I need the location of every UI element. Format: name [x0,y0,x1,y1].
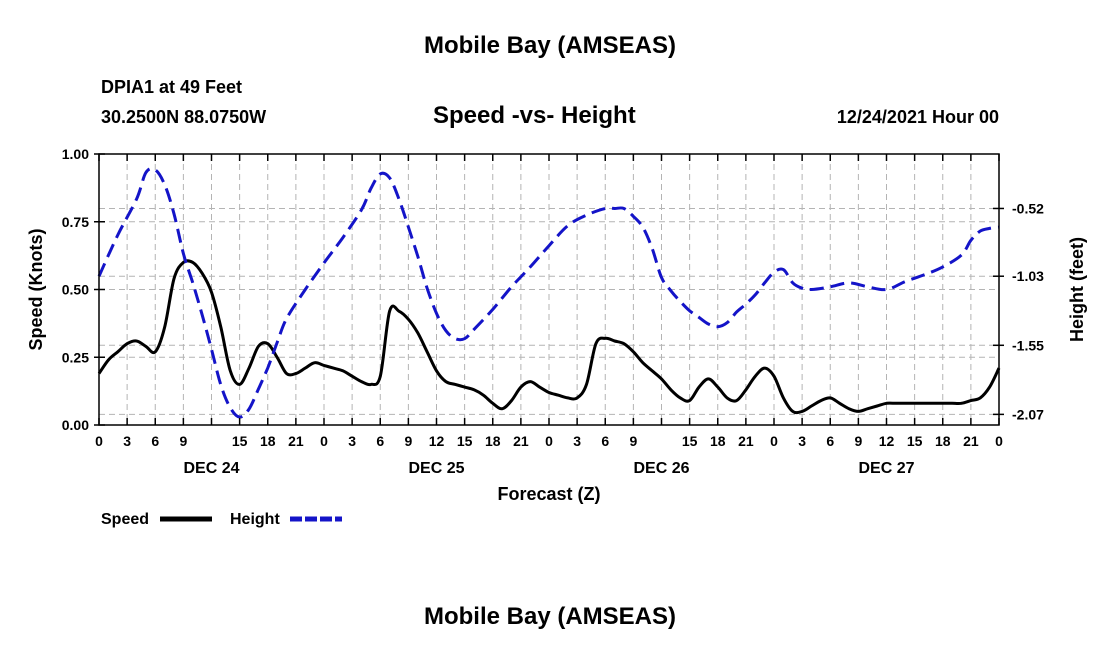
x-tick-label: 15 [907,433,923,449]
top-title: Mobile Bay (AMSEAS) [423,32,677,59]
legend: Speed Height [101,511,342,528]
day-label: DEC 25 [408,460,464,477]
x-tick-label: 0 [770,433,778,449]
x-tick-label: 3 [123,433,131,449]
legend-label-speed: Speed [101,511,149,528]
speed-series-line [97,259,1001,415]
y-tick-label: 0.00 [62,417,89,433]
x-tick-label: 18 [260,433,276,449]
x-tick-label: 21 [963,433,979,449]
chart-title: Speed -vs- Height [433,102,636,129]
day-label: DEC 26 [633,460,689,477]
x-tick-label: 9 [404,433,412,449]
bottom-title: Mobile Bay (AMSEAS) [423,603,677,630]
x-tick-label: 9 [179,433,187,449]
x-tick-label: 21 [513,433,529,449]
x-tick-label: 21 [738,433,754,449]
y-tick-label: 0.50 [62,282,89,298]
coords-label: 30.2500N 88.0750W [101,107,267,127]
x-tick-label: 12 [879,433,895,449]
x-tick-label: 21 [288,433,304,449]
x-tick-label: 3 [573,433,581,449]
x-tick-label: 0 [95,433,103,449]
y2-tick-label: -2.07 [1012,406,1044,422]
x-tick-label: 15 [682,433,698,449]
x-tick-label: 18 [935,433,951,449]
x-tick-label: 0 [995,433,1003,449]
legend-label-height: Height [230,511,280,528]
x-tick-label: 15 [457,433,473,449]
x-tick-label: 6 [601,433,609,449]
x-tick-label: 18 [485,433,501,449]
y2-tick-label: -0.52 [1012,200,1044,216]
datetime-label: 12/24/2021 Hour 00 [836,107,999,127]
day-label: DEC 24 [183,460,239,477]
x-tick-label: 0 [545,433,553,449]
x-tick-label: 6 [376,433,384,449]
axes: 0 3 6 9 15 18 21 0 3 6 9 12 15 18 21 0 3 6 9 15 18 21 0 3 6 9 12 15… [26,146,1087,504]
y-axis-label: Speed (Knots) [26,228,46,350]
grid-lines [98,153,1000,426]
station-label: DPIA1 at 49 Feet [101,77,243,97]
y2-tick-label: -1.55 [1012,337,1044,353]
height-series-line [97,167,1000,419]
x-tick-label: 3 [348,433,356,449]
x-tick-label: 3 [798,433,806,449]
x-tick-label: 12 [429,433,445,449]
y2-tick-label: -1.03 [1012,268,1044,284]
x-tick-label: 9 [629,433,637,449]
y-tick-label: 0.75 [62,214,89,230]
x-tick-label: 15 [232,433,248,449]
x-tick-label: 6 [826,433,834,449]
y-tick-label: 1.00 [62,146,89,162]
x-tick-label: 9 [854,433,862,449]
y2-axis-label: Height (feet) [1067,237,1087,342]
x-tick-label: 18 [710,433,726,449]
series-lines [97,167,1001,419]
x-axis-label: Forecast (Z) [497,484,600,504]
day-label: DEC 27 [858,460,914,477]
x-tick-label: 0 [320,433,328,449]
x-tick-label: 6 [151,433,159,449]
y-tick-label: 0.25 [62,349,89,365]
